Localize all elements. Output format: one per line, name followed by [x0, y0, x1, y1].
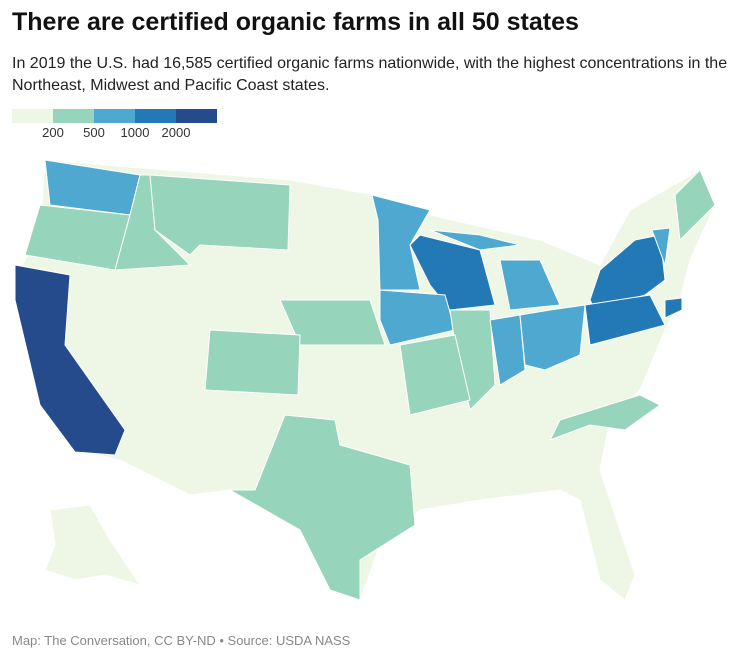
- state: [279, 299, 386, 346]
- footer: Map: The Conversation, CC BY-ND • Source…: [12, 633, 351, 648]
- state: [371, 194, 431, 291]
- subtitle: In 2019 the U.S. had 16,585 certified or…: [12, 55, 728, 94]
- states: [14, 159, 716, 601]
- state: [228, 414, 416, 601]
- state: [149, 174, 291, 256]
- state: [651, 227, 671, 266]
- state: [548, 394, 661, 441]
- state: [674, 169, 716, 242]
- state: [429, 229, 521, 251]
- legend-swatch: [53, 109, 94, 123]
- state: [399, 334, 471, 416]
- state: [664, 297, 683, 319]
- legend-swatch: [135, 109, 176, 123]
- state: [14, 264, 126, 456]
- state: [519, 304, 586, 371]
- title: There are certified organic farms in all…: [12, 8, 579, 36]
- legend-tick-label: 2000: [162, 125, 191, 140]
- alaska: [44, 504, 142, 586]
- legend-tick-label: 200: [42, 125, 64, 140]
- legend-tick-label: 500: [83, 125, 105, 140]
- legend-swatch: [12, 109, 53, 123]
- legend-swatch: [176, 109, 217, 123]
- legend: 200 500 1000 2000: [12, 109, 217, 140]
- legend-swatch: [94, 109, 135, 123]
- legend-tick-label: 1000: [121, 125, 150, 140]
- state: [204, 329, 301, 396]
- state: [379, 289, 456, 346]
- state: [584, 294, 666, 346]
- map: 200 500 1000 2000: [12, 109, 716, 601]
- state: [489, 314, 526, 386]
- state: [499, 259, 561, 311]
